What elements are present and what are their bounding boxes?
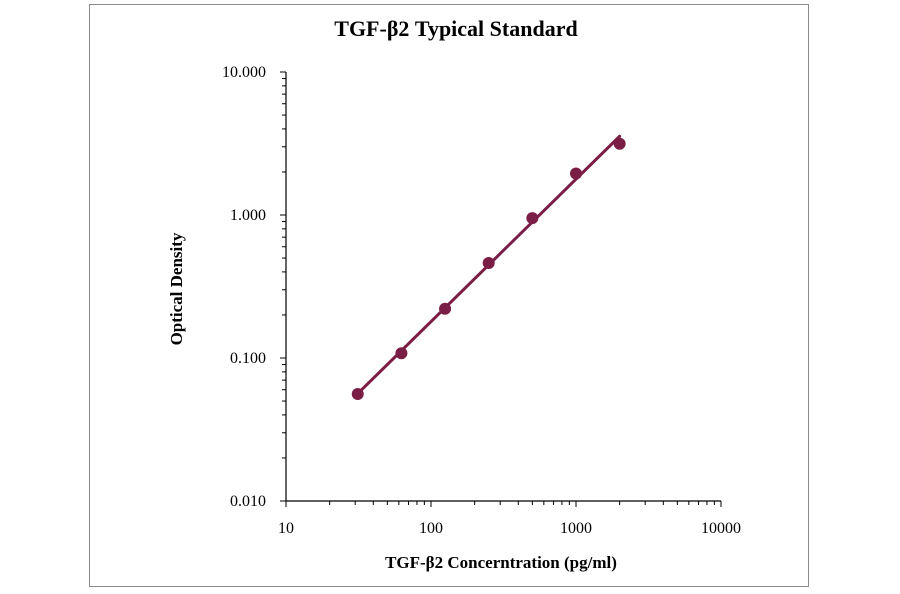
chart-frame: TGF-β2 Typical Standard TGF-β2 Concerntr… — [89, 4, 809, 587]
chart: TGF-β2 Typical Standard TGF-β2 Concerntr… — [167, 16, 741, 572]
data-point — [613, 137, 626, 150]
x-tick-label: 1000 — [560, 520, 592, 537]
y-tick-label: 1.000 — [230, 207, 266, 224]
chart-title: TGF-β2 Typical Standard — [334, 16, 577, 41]
data-point — [482, 256, 495, 269]
data-point — [570, 167, 582, 180]
data-point — [351, 388, 364, 401]
x-tick-label: 10000 — [701, 520, 741, 537]
data-point — [439, 302, 452, 315]
y-tick-label: 0.100 — [230, 350, 266, 367]
y-tick-label: 10.000 — [222, 64, 266, 81]
y-axis-title: Optical Density — [167, 232, 186, 345]
x-tick-label: 10 — [278, 520, 294, 537]
plot-area: 10 100 1000 10000 0.010 0.100 1.000 10.000 — [222, 64, 741, 537]
y-tick-label: 0.010 — [230, 493, 266, 510]
data-point — [395, 347, 408, 360]
data-point — [526, 212, 539, 225]
x-axis-title: TGF-β2 Concerntration (pg/ml) — [385, 553, 617, 572]
x-tick-label: 100 — [419, 520, 443, 537]
